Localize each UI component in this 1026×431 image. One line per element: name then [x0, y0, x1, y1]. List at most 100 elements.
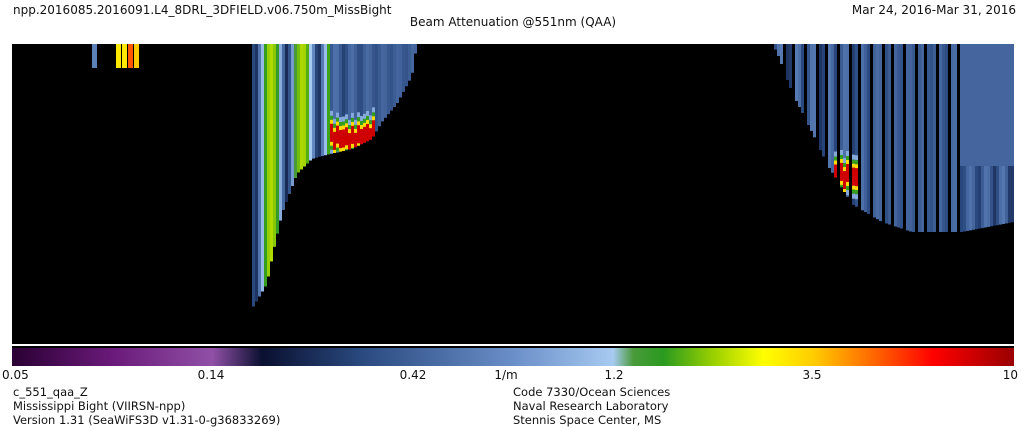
column-cell	[807, 44, 810, 125]
layer-cell	[348, 133, 351, 150]
layer-cell	[354, 119, 357, 125]
column-cell	[300, 44, 303, 170]
layer-cell	[357, 117, 360, 122]
layer-cell	[357, 121, 360, 126]
column-cell	[288, 44, 291, 194]
column-cell	[387, 44, 390, 115]
column-cell	[276, 44, 279, 234]
column-cell	[930, 44, 933, 232]
column-cell	[273, 44, 276, 247]
layer-cell	[354, 132, 357, 148]
column-cell	[945, 44, 948, 232]
column-cell	[318, 44, 321, 157]
layer-cell	[342, 129, 345, 148]
layer-cell	[369, 124, 372, 129]
colorbar-tick: 0.42	[399, 368, 427, 382]
layer-cell	[330, 110, 333, 116]
column-cell	[912, 44, 915, 232]
chart-title: Beam Attenuation @551nm (QAA)	[409, 15, 617, 29]
column-cell	[900, 44, 903, 229]
column-cell	[381, 44, 384, 122]
colorbar-tick: 0.05	[2, 368, 29, 382]
column-cell	[402, 44, 405, 92]
layer-cell	[852, 189, 855, 194]
section-plot	[12, 44, 1014, 344]
column-cell	[843, 44, 846, 192]
layer-cell	[855, 194, 858, 200]
layer-cell	[855, 155, 858, 161]
layer-cell	[855, 160, 858, 165]
column-cell	[279, 44, 282, 221]
date-range: Mar 24, 2016-Mar 31, 2016	[851, 3, 1016, 17]
layer-cell	[366, 123, 369, 142]
layer-cell	[843, 171, 846, 190]
column-cell	[345, 44, 348, 151]
column-cell	[819, 44, 822, 151]
column-cell	[324, 44, 327, 156]
layer-cell	[330, 119, 333, 124]
column-cell	[294, 44, 297, 178]
layer-cell	[846, 190, 849, 196]
colorbar-tick: 0.14	[197, 368, 225, 382]
region-sensor: Mississippi Bight (VIIRSN-npp)	[13, 399, 186, 413]
layer-cell	[843, 167, 846, 172]
column-cell	[906, 44, 909, 231]
column-cell	[369, 44, 372, 140]
layer-cell	[333, 131, 336, 150]
column-cell	[408, 44, 411, 81]
column-cell	[933, 44, 936, 232]
column-cell	[786, 44, 789, 80]
column-cell	[366, 44, 369, 142]
column-cell	[894, 44, 897, 227]
layer-cell	[852, 163, 855, 168]
layer-cell	[369, 120, 372, 125]
layer-cell	[336, 112, 339, 118]
product-code: c_551_qaa_Z	[13, 385, 88, 399]
layer-cell	[843, 189, 846, 192]
layer-cell	[345, 127, 348, 146]
layer-cell	[336, 147, 339, 152]
column-cell	[372, 44, 375, 137]
layer-cell	[852, 159, 855, 164]
layer-cell	[834, 151, 837, 157]
layer-cell	[354, 128, 357, 133]
layer-cell	[852, 193, 855, 199]
layer-cell	[336, 143, 339, 148]
layer-cell	[345, 114, 348, 120]
column-cell	[960, 44, 1014, 166]
layer-cell	[840, 149, 843, 155]
column-cell	[405, 44, 408, 87]
colorbar-gradient	[12, 348, 1014, 366]
column-cell	[393, 44, 396, 107]
layer-cell	[372, 116, 375, 121]
column-cell	[336, 44, 339, 153]
column-cell	[852, 44, 855, 205]
layer-cell	[351, 125, 354, 144]
layer-cell	[342, 125, 345, 130]
column-cell	[414, 44, 417, 54]
layer-cell	[372, 107, 375, 113]
layer-cell	[846, 186, 849, 191]
layer-cell	[351, 143, 354, 148]
surface-patch	[92, 44, 97, 68]
column-cell	[342, 44, 345, 151]
column-cell	[954, 44, 957, 232]
layer-cell	[330, 145, 333, 150]
surface-patch	[116, 44, 121, 68]
layer-cell	[330, 141, 333, 146]
column-cell	[855, 44, 858, 207]
column-cell	[378, 44, 381, 127]
column-cell	[840, 44, 843, 188]
layer-cell	[363, 126, 366, 143]
layer-cell	[342, 116, 345, 122]
layer-cell	[348, 120, 351, 126]
layer-cell	[351, 147, 354, 149]
layer-cell	[339, 126, 342, 131]
layer-cell	[852, 185, 855, 190]
column-cell	[810, 44, 813, 131]
column-cell	[831, 44, 834, 173]
layer-cell	[840, 184, 843, 188]
column-cell	[363, 44, 366, 143]
layer-cell	[846, 156, 849, 161]
layer-cell	[357, 125, 360, 144]
